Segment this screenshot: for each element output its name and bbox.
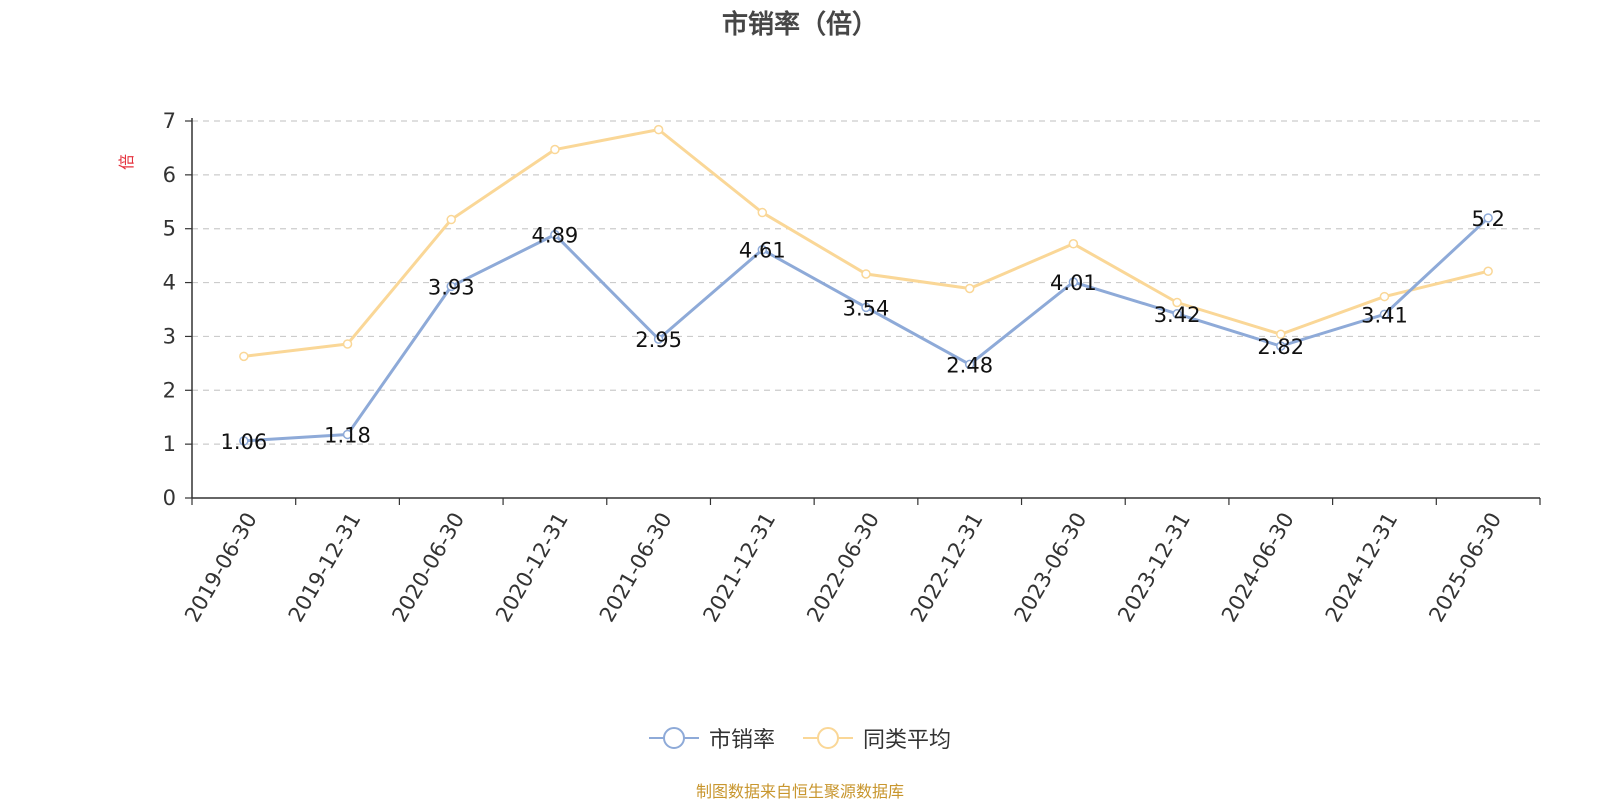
x-tick-label: 2024-06-30 bbox=[1217, 508, 1299, 626]
data-label: 2.95 bbox=[635, 328, 682, 352]
data-point-series-2 bbox=[550, 144, 560, 155]
data-point-series-2 bbox=[861, 269, 871, 279]
data-point-series-1 bbox=[653, 334, 664, 344]
legend-item-series-1[interactable]: 市销率 bbox=[648, 722, 775, 754]
data-point-series-1 bbox=[964, 359, 975, 370]
data-point-series-2 bbox=[1379, 291, 1390, 302]
data-label: 2.48 bbox=[946, 353, 993, 377]
data-label: 2.82 bbox=[1257, 335, 1304, 359]
data-point-series-1 bbox=[1172, 309, 1182, 319]
data-label: 3.41 bbox=[1361, 303, 1408, 327]
data-point-series-1 bbox=[1483, 213, 1493, 223]
data-point-series-2 bbox=[757, 207, 768, 218]
x-tick-label: 2019-06-30 bbox=[180, 508, 262, 626]
data-point-series-1 bbox=[1276, 341, 1286, 351]
x-tick-label: 2022-06-30 bbox=[802, 508, 884, 626]
y-tick-label: 3 bbox=[163, 324, 176, 348]
legend-marker-icon bbox=[648, 727, 699, 749]
legend: 市销率 同类平均 bbox=[0, 722, 1600, 754]
data-point-series-2 bbox=[446, 214, 456, 225]
data-point-series-2 bbox=[653, 124, 664, 135]
data-label: 5.2 bbox=[1471, 207, 1504, 231]
legend-marker-icon bbox=[803, 727, 853, 749]
data-label: 4.89 bbox=[532, 224, 579, 248]
legend-label: 市销率 bbox=[708, 728, 775, 753]
data-labels: 1.06 1.18 3.93 4.89 2.95 4.61 3.54 2.48 4.01 3.42… bbox=[220, 207, 1504, 454]
y-axis-label: 倍 bbox=[117, 154, 136, 170]
y-tick-label: 7 bbox=[163, 109, 176, 133]
data-point-series-1 bbox=[1068, 277, 1079, 287]
x-tick-label: 2020-06-30 bbox=[387, 508, 469, 626]
data-point-series-2 bbox=[1483, 266, 1493, 277]
legend-item-series-2[interactable]: 同类平均 bbox=[803, 722, 951, 754]
source-note: 制图数据来自恒生聚源数据库 bbox=[695, 782, 904, 801]
data-point-series-1 bbox=[342, 429, 353, 440]
axes: 0 1 2 3 4 5 6 7 2019-06-30 2019-12-31 2020-06-30 20… bbox=[163, 109, 1541, 626]
data-point-series-2 bbox=[1068, 239, 1079, 249]
data-label: 3.42 bbox=[1154, 303, 1201, 327]
y-tick-label: 6 bbox=[163, 163, 176, 187]
data-point-series-2 bbox=[342, 339, 353, 349]
series-line-2 bbox=[243, 128, 1489, 358]
y-tick-label: 5 bbox=[163, 217, 176, 241]
y-tick-label: 0 bbox=[163, 486, 176, 510]
data-label: 1.06 bbox=[220, 430, 267, 454]
grid-lines bbox=[192, 120, 1540, 445]
data-label: 1.18 bbox=[324, 423, 371, 447]
data-point-series-1 bbox=[446, 281, 456, 292]
x-tick-label: 2025-06-30 bbox=[1424, 508, 1506, 626]
series-line-1 bbox=[243, 216, 1490, 443]
data-label: 4.01 bbox=[1050, 271, 1097, 295]
data-label: 3.54 bbox=[843, 296, 890, 320]
x-tick-label: 2023-12-31 bbox=[1113, 508, 1195, 626]
data-label: 4.61 bbox=[739, 239, 786, 263]
y-tick-label: 4 bbox=[163, 271, 176, 295]
x-tick-label: 2022-12-31 bbox=[906, 508, 988, 626]
x-tick-label: 2021-06-30 bbox=[595, 508, 677, 626]
y-tick-label: 1 bbox=[163, 432, 176, 456]
data-point-series-1 bbox=[239, 436, 249, 446]
x-tick-label: 2023-06-30 bbox=[1010, 508, 1092, 626]
x-tick-label: 2024-12-31 bbox=[1321, 508, 1403, 626]
y-tick-label: 2 bbox=[163, 378, 176, 402]
x-tick-label: 2020-12-31 bbox=[491, 508, 573, 626]
data-point-series-1 bbox=[757, 244, 768, 255]
data-label: 3.93 bbox=[428, 275, 475, 299]
data-point-series-1 bbox=[1379, 309, 1390, 320]
data-point-series-1 bbox=[550, 229, 560, 240]
legend-label: 同类平均 bbox=[863, 728, 952, 753]
x-tick-label: 2021-12-31 bbox=[698, 508, 780, 626]
data-point-series-2 bbox=[964, 283, 975, 294]
data-point-series-2 bbox=[239, 351, 249, 362]
x-tick-label: 2019-12-31 bbox=[284, 508, 366, 626]
data-point-series-2 bbox=[1276, 329, 1286, 340]
chart-title: 市销率（倍） bbox=[721, 10, 878, 40]
data-point-series-2 bbox=[1172, 297, 1182, 308]
data-point-series-1 bbox=[861, 302, 871, 313]
series bbox=[239, 124, 1493, 446]
